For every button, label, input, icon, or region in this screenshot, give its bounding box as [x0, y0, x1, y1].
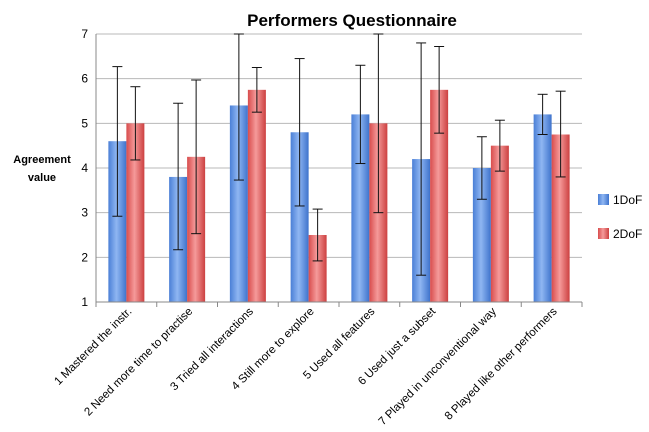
- y-axis-label-line1: Agreement: [13, 154, 71, 166]
- y-tick-label: 1: [81, 295, 88, 309]
- y-tick-labels: 1 2 3 4 5 6 7: [81, 27, 88, 309]
- bar-1DoF-3: [229, 105, 248, 302]
- bar-2DoF-1: [126, 123, 145, 302]
- bars: [108, 89, 570, 303]
- y-tick-label: 6: [81, 72, 88, 86]
- legend-label-1DoF: 1DoF: [613, 193, 642, 207]
- bar-1DoF-5: [351, 114, 370, 303]
- category-label: 2 Need more time to practise: [82, 306, 195, 419]
- y-tick-label: 7: [81, 27, 88, 41]
- y-axis-label: Agreement value: [13, 154, 71, 184]
- bar-1DoF-1: [108, 141, 127, 302]
- bar-2DoF-6: [430, 89, 449, 302]
- bar-1DoF-7: [472, 168, 491, 302]
- legend-swatch-1DoF: [598, 194, 609, 205]
- bar-2DoF-4: [308, 235, 327, 302]
- error-bars: [112, 33, 566, 276]
- y-tick-label: 4: [81, 161, 88, 175]
- legend: 1DoF 2DoF: [598, 193, 642, 241]
- y-axis-label-line2: value: [28, 172, 56, 184]
- legend-swatch-2DoF: [598, 228, 609, 239]
- bar-2DoF-7: [490, 145, 509, 302]
- bar-1DoF-8: [533, 114, 552, 303]
- bar-1DoF-4: [290, 132, 309, 302]
- y-tick-label: 5: [81, 116, 88, 130]
- y-tick-label: 2: [81, 250, 88, 264]
- axes: [95, 34, 583, 307]
- category-label: 7 Played in unconventional way: [377, 305, 500, 428]
- bar-2DoF-3: [247, 89, 266, 302]
- category-labels: 1 Mastered the instr.2 Need more time to…: [52, 305, 560, 428]
- bar-2DoF-8: [551, 134, 570, 302]
- legend-label-2DoF: 2DoF: [613, 227, 642, 241]
- y-tick-label: 3: [81, 206, 88, 220]
- gridlines: [96, 33, 582, 303]
- chart-title: Performers Questionnaire: [247, 11, 457, 30]
- category-label: 8 Played like other performers: [443, 305, 560, 422]
